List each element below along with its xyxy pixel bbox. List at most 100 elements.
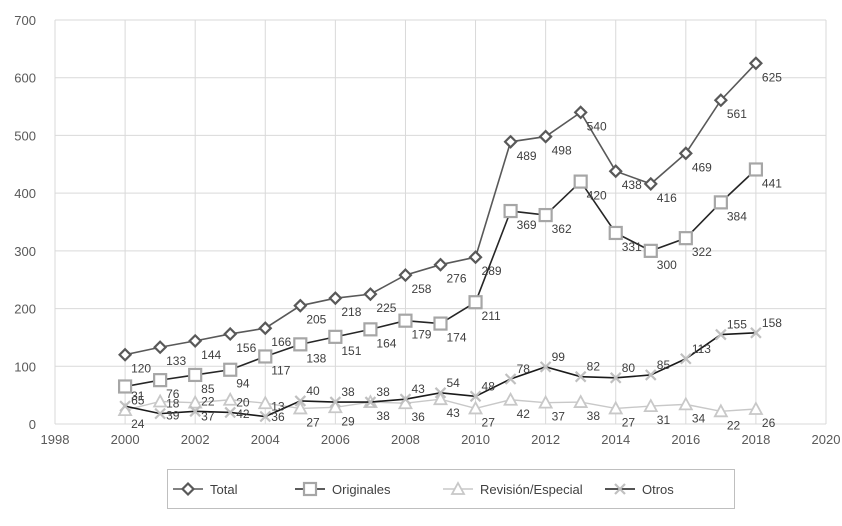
series-3-point: [154, 407, 166, 420]
marker-x-stroke: [154, 407, 166, 420]
marker-x-stroke: [399, 393, 412, 405]
series-0-point: [748, 56, 763, 71]
line-chart: 1998 2000 2002 2004 2006 2008 2010 2012 2014 2016…: [14, 13, 841, 447]
legend-label: Otros: [642, 482, 674, 497]
series-0-point: [363, 287, 378, 302]
marker-x-stroke: [434, 387, 447, 399]
data-label: 211: [482, 309, 501, 323]
y-tick-label: 500: [14, 128, 36, 143]
data-label: 438: [622, 178, 642, 192]
series-1-point: [503, 203, 518, 219]
data-label: 218: [341, 305, 361, 319]
data-label: 155: [727, 318, 747, 332]
series-3-point: [364, 396, 377, 408]
series-2-point: [152, 393, 168, 408]
legend-label: Revisión/Especial: [480, 482, 583, 497]
y-tick-label: 300: [14, 244, 36, 259]
x-tick-label: 2000: [111, 432, 140, 447]
series-2-point: [292, 400, 308, 415]
series-3-point: [715, 328, 727, 341]
y-axis-ticks: 0 100 200 300 400 500 600 700: [14, 13, 36, 432]
series-0-point: [223, 326, 238, 342]
series-3-point: [189, 405, 201, 418]
marker-x-stroke: [189, 405, 201, 418]
marker-x-stroke: [609, 372, 622, 384]
marker-x-stroke: [539, 361, 552, 373]
data-label: 38: [376, 409, 390, 423]
data-label: 27: [482, 415, 496, 429]
data-label: 36: [271, 410, 285, 424]
data-label: 54: [447, 376, 461, 390]
data-label: 113: [692, 342, 711, 356]
data-label: 498: [552, 144, 572, 158]
series-3-point: [750, 327, 762, 339]
series-3-point: [259, 410, 272, 423]
data-label: 39: [166, 408, 180, 422]
data-label: 258: [411, 282, 431, 296]
series-3-point: [329, 396, 342, 408]
series-3-point: [294, 395, 307, 407]
series-3-point: [644, 369, 657, 381]
series-0-point: [468, 250, 483, 265]
y-tick-label: 700: [14, 13, 36, 28]
y-tick-label: 100: [14, 359, 36, 374]
data-label: 42: [236, 407, 250, 421]
y-tick-label: 600: [14, 71, 36, 86]
marker-x-stroke: [294, 395, 307, 407]
data-label: 27: [622, 415, 636, 429]
data-labels-layer: 120 133 144 156 166 205 218 225 258 276 289 489 498 5…: [131, 70, 782, 432]
legend-item-1: Originales: [295, 481, 391, 497]
data-label: 164: [376, 336, 396, 350]
series-0-point: [258, 321, 273, 336]
series-1-point: [188, 367, 203, 383]
series-1-point: [363, 322, 378, 337]
series-1-point: [468, 295, 483, 310]
series-0-point: [153, 340, 168, 355]
series-2-point: [748, 401, 764, 415]
data-label: 300: [657, 258, 677, 272]
series-0-point: [503, 134, 518, 149]
legend-marker: [302, 481, 318, 497]
series-3-point: [680, 353, 692, 365]
series-2-point: [678, 396, 694, 411]
data-label: 205: [306, 313, 326, 327]
series-0-point: [328, 291, 343, 306]
series-2-point: [327, 399, 343, 414]
series-3-point: [609, 372, 622, 384]
data-label: 36: [411, 410, 425, 424]
x-tick-label: 2002: [181, 432, 210, 447]
data-label: 369: [517, 218, 537, 232]
data-label: 156: [236, 341, 256, 355]
legend-marker: [614, 483, 626, 495]
series-1-point: [678, 231, 693, 246]
marker-x-stroke: [750, 327, 762, 339]
marker-x-stroke: [614, 483, 626, 495]
data-label: 26: [762, 416, 776, 430]
series-1-point: [293, 337, 308, 352]
series-1-point: [328, 329, 343, 344]
series-1-point: [258, 349, 273, 364]
x-tick-label: 2018: [741, 432, 770, 447]
data-label: 158: [762, 316, 782, 330]
series-2-point: [187, 394, 203, 409]
data-label: 82: [587, 360, 601, 374]
legend-item-3: Otros: [605, 482, 674, 497]
marker-x-stroke: [224, 406, 237, 419]
x-tick-label: 2016: [671, 432, 700, 447]
data-label: 441: [762, 176, 782, 190]
marker-x-stroke: [469, 390, 482, 403]
data-label: 31: [131, 389, 145, 403]
series-2-point: [432, 391, 449, 406]
series-2-point: [608, 400, 624, 415]
legend-item-0: Total: [173, 481, 238, 497]
series-1-point: [748, 162, 764, 177]
series-1-point: [398, 313, 413, 328]
marker-x-stroke: [329, 396, 342, 408]
data-label: 561: [727, 107, 747, 121]
legend-marker: [450, 481, 466, 495]
x-tick-label: 2020: [812, 432, 841, 447]
data-label: 38: [587, 409, 601, 423]
marker-x-stroke: [364, 396, 377, 408]
series-1-point: [223, 362, 238, 377]
data-label: 138: [306, 351, 326, 365]
